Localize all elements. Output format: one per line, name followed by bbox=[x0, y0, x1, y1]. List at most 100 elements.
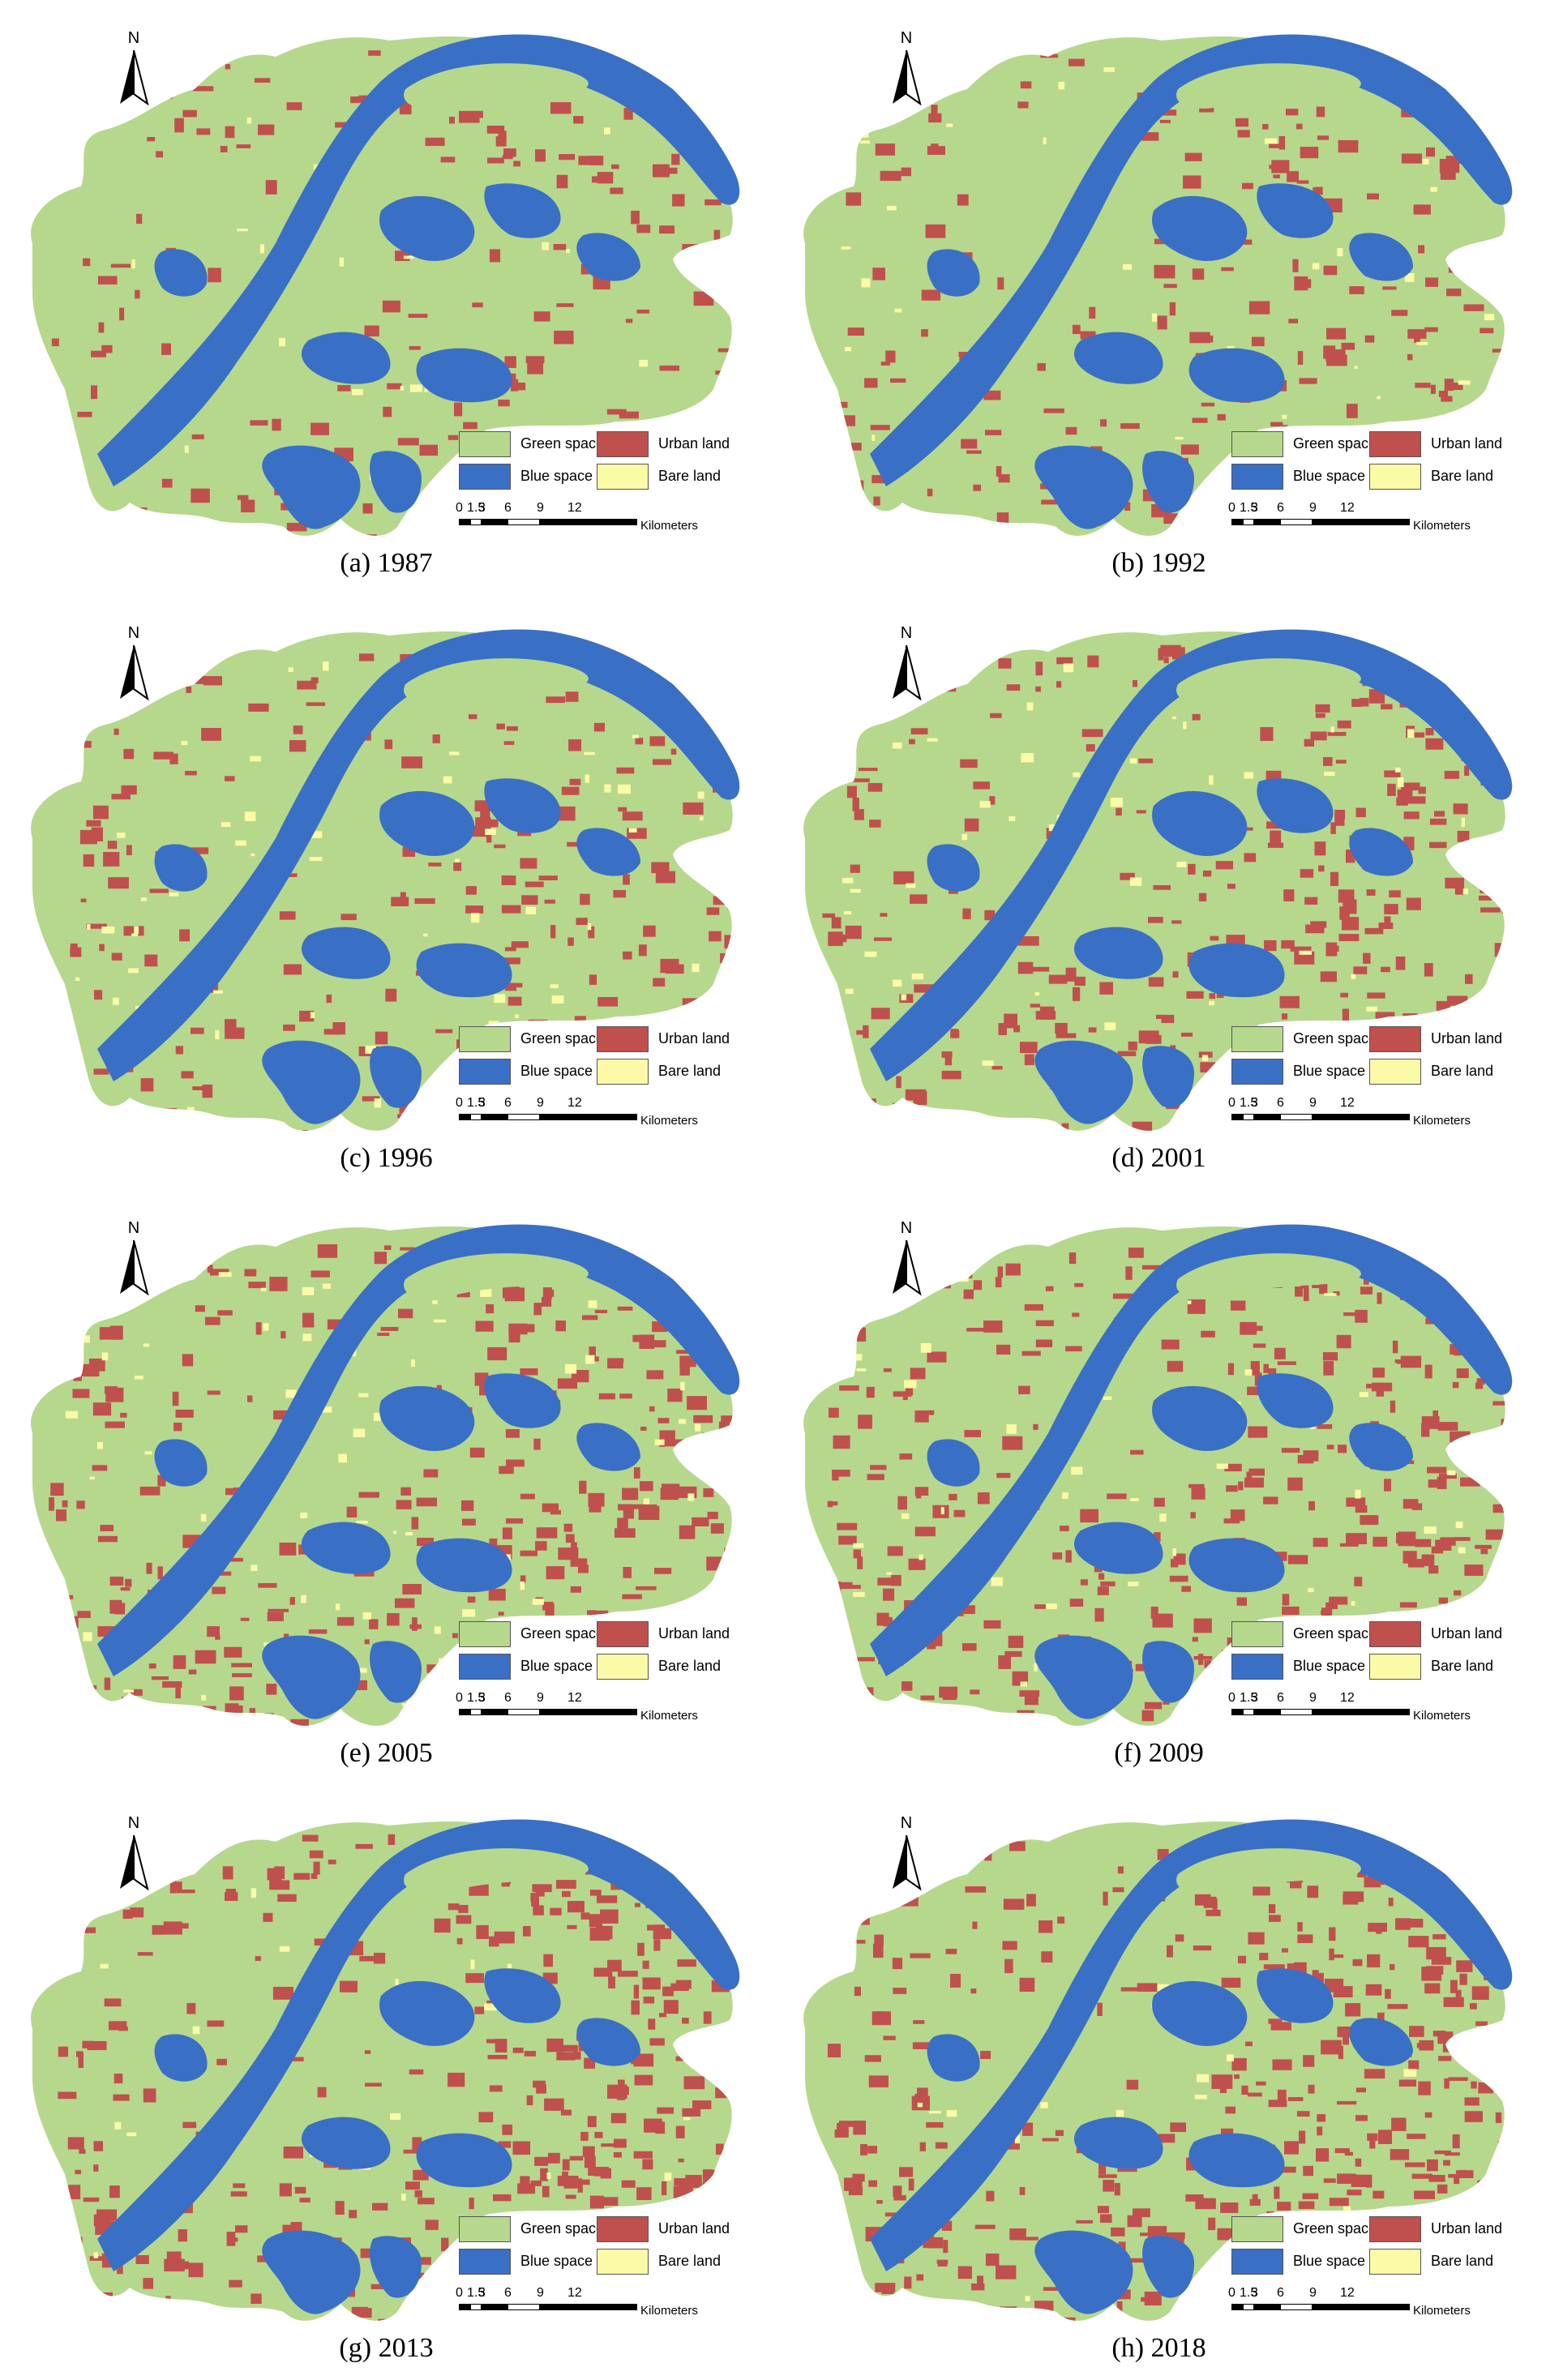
bare-patch bbox=[1201, 1055, 1209, 1061]
urban-patch bbox=[870, 425, 890, 430]
urban-patch bbox=[714, 387, 723, 394]
urban-patch bbox=[554, 330, 574, 345]
urban-patch bbox=[169, 753, 178, 764]
urban-patch bbox=[285, 2151, 298, 2157]
bare-patch bbox=[1455, 1521, 1463, 1529]
urban-patch bbox=[880, 361, 890, 366]
urban-patch bbox=[729, 749, 733, 754]
urban-patch bbox=[1270, 422, 1283, 427]
bare-patch bbox=[201, 1694, 207, 1701]
bare-patch bbox=[546, 2172, 551, 2180]
urban-patch bbox=[267, 1612, 284, 1621]
urban-patch bbox=[1246, 1471, 1253, 1482]
bare-patch bbox=[1129, 877, 1142, 886]
urban-patch bbox=[1477, 880, 1484, 886]
urban-patch bbox=[1086, 744, 1095, 752]
urban-patch bbox=[856, 1910, 870, 1925]
urban-patch bbox=[1190, 1512, 1196, 1519]
scale-bar-segment bbox=[507, 519, 540, 525]
urban-patch bbox=[82, 2040, 94, 2048]
panel-caption: (a) 1987 bbox=[340, 548, 433, 578]
urban-patch bbox=[1455, 1989, 1462, 1998]
urban-patch bbox=[1219, 2080, 1227, 2094]
urban-patch bbox=[1170, 2122, 1187, 2133]
urban-patch bbox=[122, 1909, 133, 1919]
urban-patch bbox=[875, 143, 896, 156]
legend-swatch bbox=[597, 2216, 649, 2242]
legend-swatch bbox=[459, 1654, 511, 1680]
urban-patch bbox=[317, 1244, 338, 1258]
urban-patch bbox=[569, 2155, 584, 2161]
bare-patch bbox=[844, 347, 852, 352]
urban-patch bbox=[192, 1086, 211, 1090]
urban-patch bbox=[542, 1503, 559, 1513]
urban-patch bbox=[1282, 1606, 1300, 1616]
urban-patch bbox=[1192, 268, 1205, 280]
urban-patch bbox=[973, 1280, 983, 1291]
urban-patch bbox=[589, 1914, 603, 1928]
urban-patch bbox=[909, 2313, 916, 2317]
urban-patch bbox=[196, 128, 211, 135]
urban-patch bbox=[1476, 1378, 1485, 1385]
urban-patch bbox=[1259, 1952, 1269, 1961]
urban-patch bbox=[506, 1518, 524, 1524]
urban-patch bbox=[146, 1562, 152, 1574]
lake bbox=[1349, 2018, 1413, 2066]
urban-patch bbox=[854, 1986, 861, 1997]
bare-patch bbox=[339, 257, 344, 267]
urban-patch bbox=[1072, 1312, 1080, 1317]
urban-patch bbox=[834, 2129, 849, 2138]
legend-swatch bbox=[1231, 2249, 1283, 2275]
urban-patch bbox=[1382, 286, 1397, 290]
urban-patch bbox=[1364, 335, 1375, 343]
urban-patch bbox=[1378, 2130, 1392, 2144]
urban-patch bbox=[1450, 1344, 1457, 1355]
scale-bar: 0 1.5 3 6 9 12 Kilometers bbox=[456, 2286, 718, 2318]
urban-patch bbox=[1191, 1488, 1206, 1500]
urban-patch bbox=[1338, 889, 1355, 903]
bare-patch bbox=[1299, 950, 1312, 955]
bare-patch bbox=[700, 2190, 706, 2199]
urban-patch bbox=[841, 1585, 861, 1589]
bare-patch bbox=[1430, 186, 1437, 192]
urban-patch bbox=[302, 1129, 308, 1131]
urban-patch bbox=[279, 2183, 292, 2197]
north-arrow-icon: N bbox=[113, 624, 154, 705]
scale-bar-segment bbox=[1231, 519, 1243, 525]
urban-patch bbox=[263, 1713, 274, 1723]
urban-patch bbox=[1392, 1340, 1398, 1354]
urban-patch bbox=[1155, 1014, 1165, 1019]
urban-patch bbox=[1209, 993, 1216, 1000]
urban-patch bbox=[1489, 730, 1505, 735]
bare-patch bbox=[310, 831, 323, 838]
river bbox=[97, 1819, 740, 2271]
bare-patch bbox=[128, 968, 139, 974]
bare-patch bbox=[200, 1513, 207, 1522]
bare-patch bbox=[587, 922, 592, 931]
urban-patch bbox=[1139, 2232, 1158, 2237]
urban-patch bbox=[103, 852, 120, 867]
urban-patch bbox=[821, 1623, 837, 1631]
urban-patch bbox=[317, 2087, 327, 2098]
bare-patch bbox=[263, 1323, 269, 1331]
bare-patch bbox=[853, 1543, 864, 1548]
urban-patch bbox=[70, 943, 78, 948]
scale-tick-label: 1.5 bbox=[1240, 1691, 1258, 1705]
bare-patch bbox=[447, 1699, 456, 1705]
bare-patch bbox=[244, 811, 256, 822]
urban-patch bbox=[837, 2305, 855, 2319]
bare-patch bbox=[471, 913, 480, 923]
urban-patch bbox=[1409, 2026, 1424, 2037]
urban-patch bbox=[1421, 1416, 1440, 1429]
bare-patch bbox=[842, 877, 854, 884]
urban-patch bbox=[536, 1527, 558, 1539]
urban-patch bbox=[156, 95, 173, 99]
urban-patch bbox=[1408, 1936, 1429, 1948]
bare-patch bbox=[520, 1581, 525, 1590]
urban-patch bbox=[1489, 1247, 1505, 1253]
urban-patch bbox=[618, 2079, 625, 2091]
urban-patch bbox=[1337, 2100, 1357, 2105]
urban-patch bbox=[597, 2197, 619, 2206]
urban-patch bbox=[1406, 897, 1421, 910]
urban-patch bbox=[1373, 1368, 1385, 1378]
